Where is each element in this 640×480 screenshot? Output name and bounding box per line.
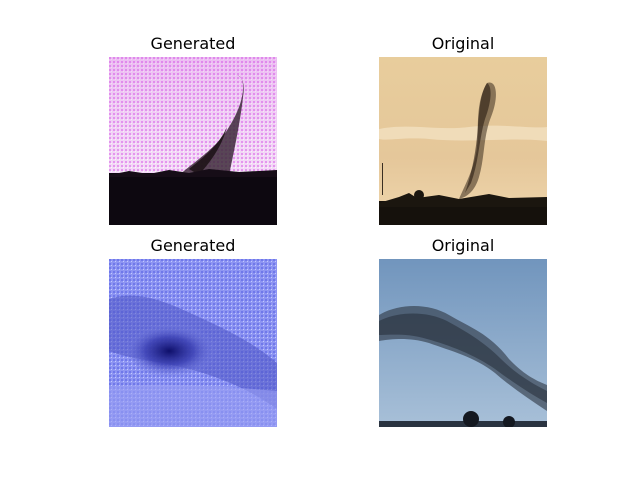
panel-generated-bottom: Generated [109, 233, 277, 427]
panel-original-top: Original [379, 31, 547, 225]
panel-title: Generated [150, 34, 236, 53]
generated-image-bottom [109, 259, 277, 427]
generated-image-top [109, 57, 277, 225]
panel-generated-top: Generated [109, 31, 277, 225]
panel-title: Original [431, 34, 495, 53]
original-image-top [379, 57, 547, 225]
original-image-bottom [379, 259, 547, 427]
panel-original-bottom: Original [379, 233, 547, 427]
panel-title: Generated [150, 236, 236, 255]
panel-title: Original [431, 236, 495, 255]
